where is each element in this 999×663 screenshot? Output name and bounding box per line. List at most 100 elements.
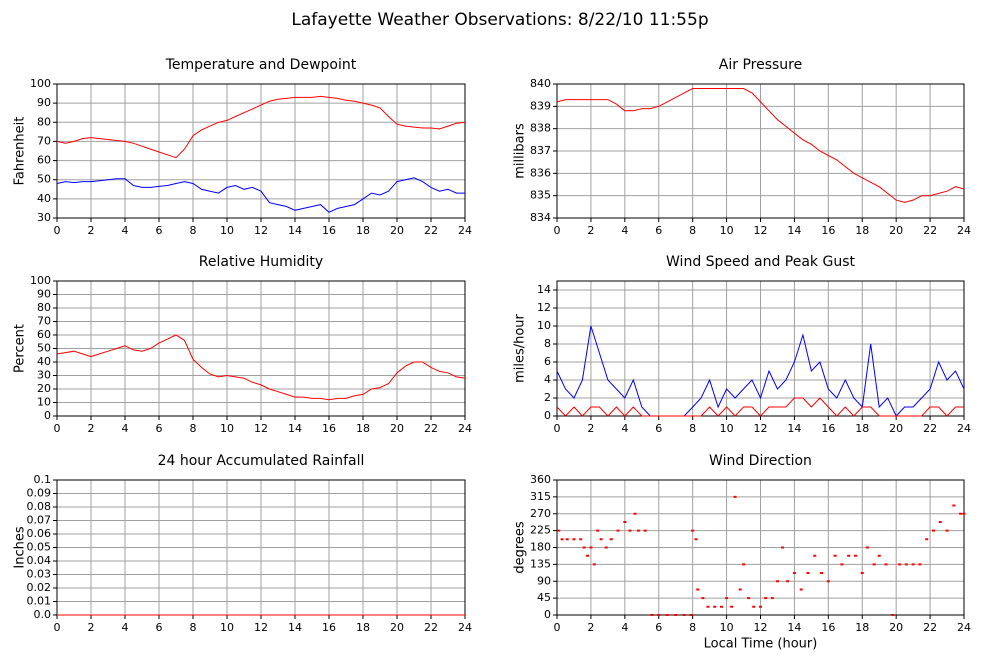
data-point: [599, 538, 603, 541]
data-line: [56, 334, 466, 401]
data-point: [725, 597, 729, 600]
data-point: [609, 538, 613, 541]
y-tick-label: 837: [530, 144, 551, 157]
data-point: [589, 546, 593, 549]
x-tick-label: 18: [356, 224, 370, 237]
data-point: [691, 529, 695, 532]
data-point: [752, 605, 756, 608]
y-tick-label: 10: [37, 396, 51, 409]
data-point: [847, 554, 851, 557]
x-tick-label: 6: [156, 224, 163, 237]
y-tick-label: 100: [30, 274, 51, 287]
data-point: [579, 538, 583, 541]
x-tick-label: 12: [754, 621, 768, 634]
y-tick-label: 50: [37, 173, 51, 186]
y-tick-label: 80: [37, 301, 51, 314]
data-point: [959, 512, 963, 515]
data-point: [833, 554, 837, 557]
y-tick-label: 30: [37, 211, 51, 224]
y-axis-label: millibars: [513, 123, 528, 179]
x-tick-label: 10: [220, 621, 234, 634]
x-tick-label: 20: [390, 224, 404, 237]
data-line: [56, 177, 465, 213]
y-tick-label: 80: [37, 115, 51, 128]
y-tick-label: 0.08: [27, 500, 52, 513]
x-tick-label: 10: [720, 422, 734, 435]
data-point: [682, 614, 686, 616]
x-tick-label: 2: [88, 224, 95, 237]
data-point: [582, 546, 586, 549]
x-tick-label: 2: [587, 224, 594, 237]
data-point: [636, 529, 640, 532]
data-point: [733, 495, 737, 498]
x-tick-label: 18: [855, 224, 869, 237]
x-tick-label: 2: [88, 621, 95, 634]
data-line: [556, 88, 965, 203]
x-tick-label: 8: [190, 422, 197, 435]
y-tick-label: 40: [37, 192, 51, 205]
x-tick-label: 12: [754, 224, 768, 237]
x-tick-label: 4: [621, 422, 628, 435]
x-tick-label: 18: [855, 621, 869, 634]
x-tick-label: 10: [220, 224, 234, 237]
y-tick-label: 90: [37, 288, 51, 301]
data-point: [759, 605, 762, 608]
y-tick-label: 10: [537, 319, 551, 332]
x-tick-label: 10: [720, 224, 734, 237]
x-tick-label: 18: [356, 621, 370, 634]
x-tick-label: 8: [190, 621, 197, 634]
x-tick-label: 18: [356, 422, 370, 435]
data-point: [799, 588, 803, 591]
x-tick-label: 16: [821, 621, 835, 634]
y-tick-label: 839: [530, 99, 551, 112]
data-point: [865, 546, 869, 549]
x-tick-label: 20: [390, 621, 404, 634]
x-tick-label: 6: [655, 422, 662, 435]
x-tick-label: 24: [957, 224, 971, 237]
x-tick-label: 10: [220, 422, 234, 435]
data-point: [884, 563, 888, 566]
data-point: [945, 529, 949, 532]
y-tick-label: 834: [530, 211, 551, 224]
data-point: [786, 580, 790, 583]
x-tick-label: 16: [322, 422, 336, 435]
x-tick-label: 4: [122, 621, 129, 634]
x-tick-label: 14: [787, 621, 801, 634]
data-point: [730, 605, 734, 608]
y-tick-label: 90: [537, 574, 551, 587]
data-point: [820, 572, 824, 574]
data-point: [872, 563, 876, 566]
y-tick-label: 70: [37, 315, 51, 328]
y-tick-label: 0.07: [27, 514, 52, 527]
x-tick-label: 8: [689, 621, 696, 634]
x-tick-label: 4: [122, 224, 129, 237]
x-tick-label: 0: [554, 621, 561, 634]
data-point: [657, 614, 661, 616]
data-point: [860, 572, 864, 574]
data-point: [706, 605, 710, 608]
data-point: [742, 563, 746, 566]
x-tick-label: 22: [424, 224, 438, 237]
subplot-title: Air Pressure: [719, 57, 802, 73]
subplot-title: Temperature and Dewpoint: [165, 57, 357, 73]
x-tick-label: 14: [288, 224, 302, 237]
x-tick-label: 4: [621, 621, 628, 634]
x-tick-label: 6: [156, 621, 163, 634]
x-tick-label: 16: [322, 224, 336, 237]
x-tick-label: 0: [54, 422, 61, 435]
y-tick-label: 315: [530, 490, 551, 503]
plot-frame: [56, 280, 466, 417]
data-point: [781, 546, 785, 549]
x-tick-label: 16: [322, 621, 336, 634]
y-tick-label: 0: [544, 608, 551, 621]
y-tick-label: 60: [37, 154, 51, 167]
data-point: [738, 588, 742, 591]
y-axis-label: degrees: [513, 521, 528, 574]
data-point: [918, 563, 922, 566]
y-tick-label: 0: [544, 409, 551, 422]
y-tick-label: 20: [37, 382, 51, 395]
y-tick-label: 2: [544, 391, 551, 404]
y-tick-label: 70: [37, 134, 51, 147]
x-tick-label: 0: [54, 621, 61, 634]
data-point: [962, 512, 966, 515]
